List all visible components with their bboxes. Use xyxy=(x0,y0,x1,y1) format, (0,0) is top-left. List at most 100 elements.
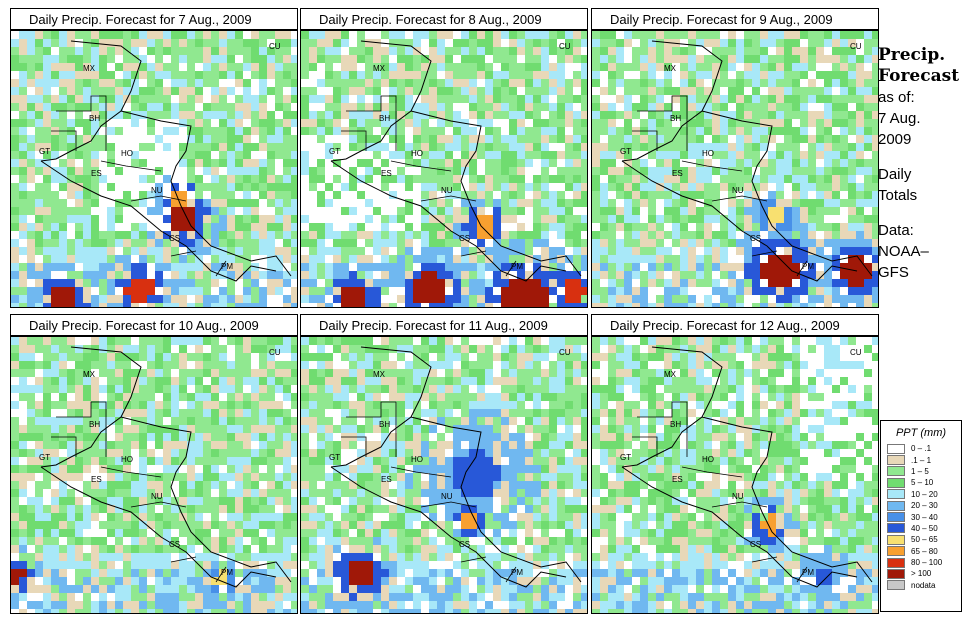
precip-cell xyxy=(349,39,357,47)
precip-cell xyxy=(365,127,373,135)
precip-cell xyxy=(776,191,784,199)
precip-cell xyxy=(856,279,864,287)
precip-cell xyxy=(227,39,235,47)
precip-cell xyxy=(760,31,768,39)
precip-cell xyxy=(381,151,389,159)
precip-cell xyxy=(309,175,317,183)
precip-cell xyxy=(27,465,35,473)
precip-cell xyxy=(688,271,696,279)
precip-cell xyxy=(429,151,437,159)
precip-cell xyxy=(203,87,211,95)
precip-cell xyxy=(27,303,35,307)
precip-cell xyxy=(501,167,509,175)
precip-cell xyxy=(139,393,147,401)
precip-cell xyxy=(43,255,51,263)
precip-cell xyxy=(309,71,317,79)
precip-cell xyxy=(341,103,349,111)
precip-cell xyxy=(275,345,283,353)
precip-cell xyxy=(91,271,99,279)
precip-cell xyxy=(99,545,107,553)
precip-cell xyxy=(792,231,800,239)
precip-cell xyxy=(99,457,107,465)
precip-cell xyxy=(325,255,333,263)
precip-cell xyxy=(211,569,219,577)
precip-cell xyxy=(115,393,123,401)
precip-cell xyxy=(115,417,123,425)
precip-cell xyxy=(365,63,373,71)
precip-cell xyxy=(317,55,325,63)
precip-cell xyxy=(856,127,864,135)
precip-cell xyxy=(27,369,35,377)
precip-cell xyxy=(864,127,872,135)
precip-cell xyxy=(525,55,533,63)
precip-cell xyxy=(760,175,768,183)
precip-cell xyxy=(437,143,445,151)
precip-cell xyxy=(501,135,509,143)
precip-cell xyxy=(341,111,349,119)
precip-cell xyxy=(219,303,227,307)
precip-cell xyxy=(131,449,139,457)
precip-cell xyxy=(664,263,672,271)
precip-cell xyxy=(243,465,251,473)
precip-cell xyxy=(203,215,211,223)
precip-cell xyxy=(283,135,291,143)
precip-cell xyxy=(696,231,704,239)
precip-cell xyxy=(824,215,832,223)
precip-cell xyxy=(227,175,235,183)
precip-cell xyxy=(283,377,291,385)
precip-cell xyxy=(171,135,179,143)
precip-cell xyxy=(592,47,600,55)
precip-cell xyxy=(573,247,581,255)
precip-cell xyxy=(696,247,704,255)
precip-cell xyxy=(840,63,848,71)
precip-cell xyxy=(581,191,587,199)
precip-cell xyxy=(381,31,389,39)
precip-cell xyxy=(493,295,501,303)
precip-cell xyxy=(477,287,485,295)
precip-cell xyxy=(251,513,259,521)
precip-cell xyxy=(251,465,259,473)
precip-cell xyxy=(171,295,179,303)
precip-cell xyxy=(696,159,704,167)
precip-cell xyxy=(461,295,469,303)
precip-cell xyxy=(469,287,477,295)
precip-cell xyxy=(333,295,341,303)
precip-cell xyxy=(680,287,688,295)
precip-cell xyxy=(437,255,445,263)
precip-cell xyxy=(325,31,333,39)
precip-cell xyxy=(203,183,211,191)
precip-cell xyxy=(203,135,211,143)
precip-cell xyxy=(824,47,832,55)
precip-cell xyxy=(139,449,147,457)
precip-cell xyxy=(301,215,309,223)
precip-cell xyxy=(832,215,840,223)
precip-cell xyxy=(573,231,581,239)
precip-cell xyxy=(549,183,557,191)
precip-cell xyxy=(51,135,59,143)
precip-cell xyxy=(251,191,259,199)
precip-cell xyxy=(557,287,565,295)
precip-cell xyxy=(616,207,624,215)
precip-cell xyxy=(99,337,107,345)
precip-cell xyxy=(581,79,587,87)
precip-cell xyxy=(115,409,123,417)
precip-cell xyxy=(485,103,493,111)
precip-cell xyxy=(632,247,640,255)
precip-cell xyxy=(131,369,139,377)
precip-cell xyxy=(501,191,509,199)
precip-cell xyxy=(139,119,147,127)
precip-cell xyxy=(656,231,664,239)
precip-cell xyxy=(581,239,587,247)
precip-cell xyxy=(147,239,155,247)
precip-cell xyxy=(283,337,291,345)
precip-cell xyxy=(283,561,291,569)
precip-cell xyxy=(115,473,123,481)
precip-cell xyxy=(608,87,616,95)
precip-cell xyxy=(179,553,187,561)
precip-cell xyxy=(728,183,736,191)
precip-cell xyxy=(373,279,381,287)
precip-cell xyxy=(824,263,832,271)
precip-cell xyxy=(744,31,752,39)
precip-cell xyxy=(187,353,195,361)
precip-cell xyxy=(83,191,91,199)
